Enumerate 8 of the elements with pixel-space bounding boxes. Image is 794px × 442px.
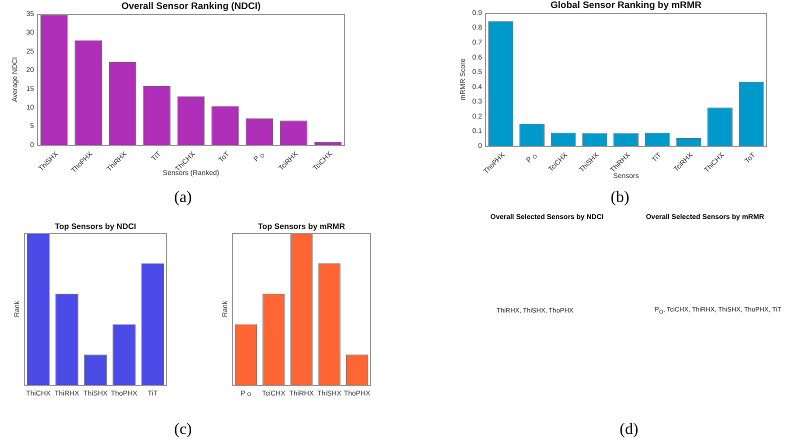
chart-title: Global Sensor Ranking by mRMR: [550, 0, 702, 11]
text: (c): [174, 421, 192, 439]
chart-title: Overall Sensor Ranking (NDCI): [121, 1, 261, 12]
chart-title: Top Sensors by NDCI: [54, 222, 136, 231]
text: (b): [610, 189, 630, 207]
text: (d): [620, 421, 638, 439]
text: (a): [174, 189, 192, 207]
chart-title: Top Sensors by mRMR: [258, 222, 346, 231]
